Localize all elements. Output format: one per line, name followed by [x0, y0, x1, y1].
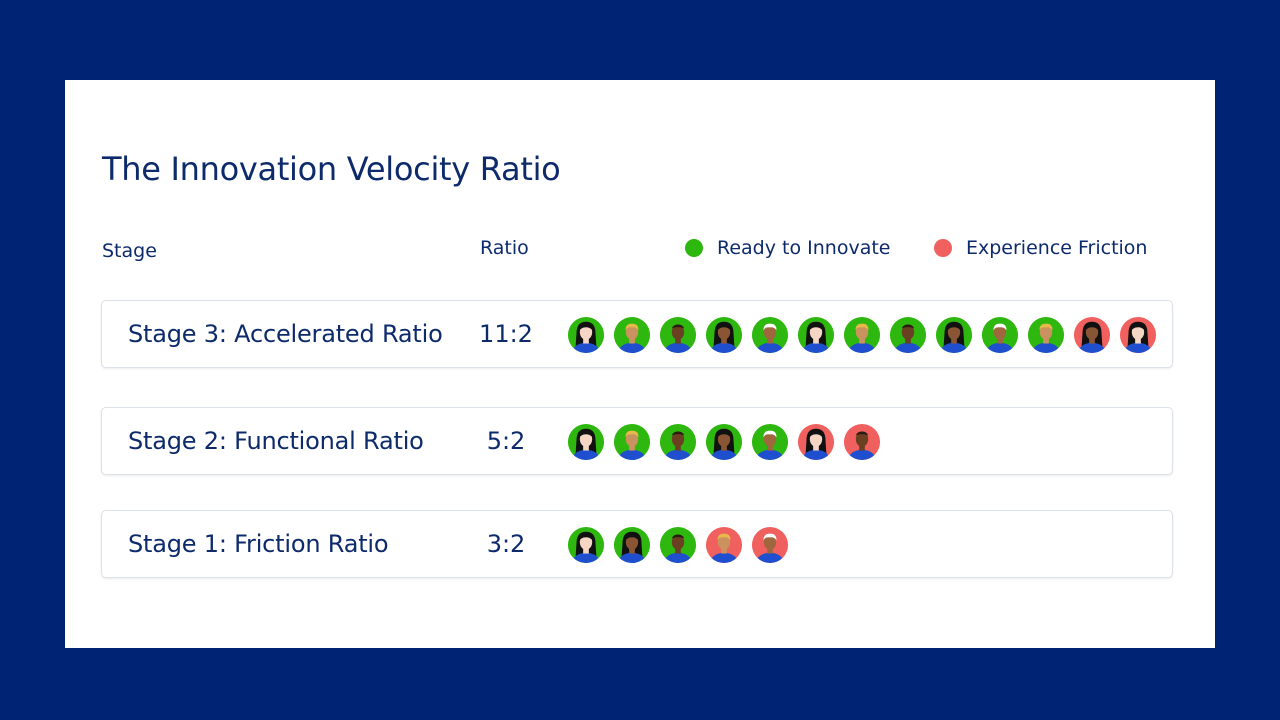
avatar-ready-icon	[843, 316, 881, 354]
legend-ready-label: Ready to Innovate	[717, 237, 891, 259]
stage-row: Stage 2: Functional Ratio 5:2	[101, 407, 1173, 475]
avatar-ready-icon	[981, 316, 1019, 354]
avatar-friction-icon	[797, 423, 835, 461]
avatar-ready-icon	[659, 316, 697, 354]
legend-item-friction: Experience Friction	[934, 237, 1147, 259]
avatar-group	[567, 526, 789, 564]
avatar-friction-icon	[843, 423, 881, 461]
avatar-ready-icon	[705, 423, 743, 461]
avatar-ready-icon	[659, 526, 697, 564]
avatar-ready-icon	[567, 316, 605, 354]
stage-label: Stage 2: Functional Ratio	[128, 427, 424, 455]
avatar-group	[567, 423, 881, 461]
avatar-ready-icon	[797, 316, 835, 354]
avatar-ready-icon	[659, 423, 697, 461]
avatar-friction-icon	[1119, 316, 1157, 354]
column-header-ratio: Ratio	[480, 237, 529, 259]
chart-title: The Innovation Velocity Ratio	[102, 150, 561, 188]
stage-row: Stage 3: Accelerated Ratio 11:2	[101, 300, 1173, 368]
chart-card: The Innovation Velocity Ratio Stage Rati…	[65, 80, 1215, 648]
stage-ratio: 11:2	[479, 320, 533, 348]
avatar-ready-icon	[567, 526, 605, 564]
avatar-ready-icon	[935, 316, 973, 354]
legend-friction-label: Experience Friction	[966, 237, 1148, 259]
avatar-ready-icon	[751, 316, 789, 354]
avatar-friction-icon	[705, 526, 743, 564]
avatar-group	[567, 316, 1157, 354]
avatar-friction-icon	[751, 526, 789, 564]
stage-label: Stage 1: Friction Ratio	[128, 530, 389, 558]
column-header-stage: Stage	[102, 240, 157, 262]
avatar-ready-icon	[705, 316, 743, 354]
legend-ready-dot	[685, 239, 703, 257]
avatar-ready-icon	[613, 316, 651, 354]
avatar-friction-icon	[1073, 316, 1111, 354]
stage-ratio: 5:2	[486, 427, 526, 455]
legend-friction-dot	[934, 239, 952, 257]
avatar-ready-icon	[1027, 316, 1065, 354]
stage-ratio: 3:2	[486, 530, 526, 558]
avatar-ready-icon	[613, 526, 651, 564]
avatar-ready-icon	[613, 423, 651, 461]
legend-item-ready: Ready to Innovate	[685, 237, 890, 259]
avatar-ready-icon	[889, 316, 927, 354]
avatar-ready-icon	[751, 423, 789, 461]
stage-row: Stage 1: Friction Ratio 3:2	[101, 510, 1173, 578]
stage-label: Stage 3: Accelerated Ratio	[128, 320, 443, 348]
avatar-ready-icon	[567, 423, 605, 461]
